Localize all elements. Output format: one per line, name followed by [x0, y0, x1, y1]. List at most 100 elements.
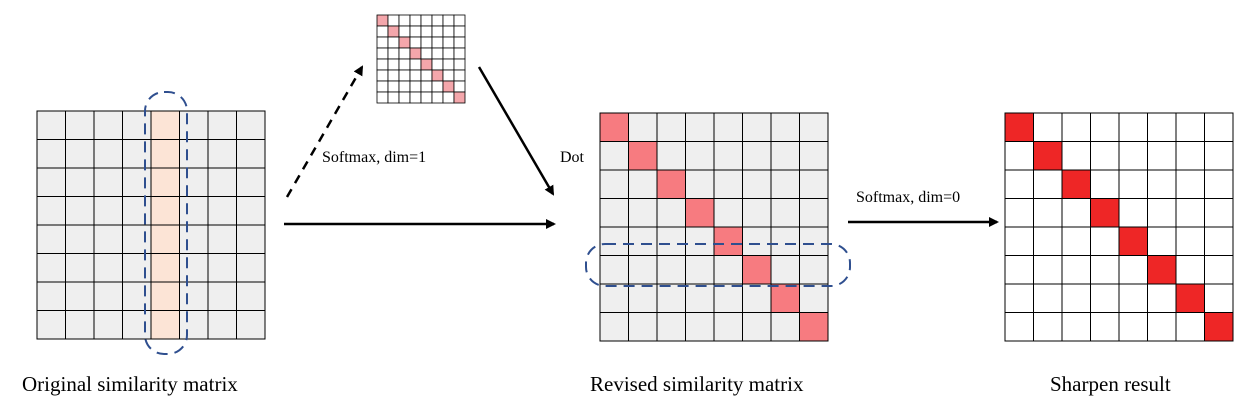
softmax-dim1-matrix-cell	[376, 47, 389, 60]
sharpen-matrix-cell	[1033, 169, 1063, 199]
original-matrix-cell	[207, 110, 237, 140]
sharpen-matrix-cell	[1147, 283, 1177, 313]
revised-matrix-cell	[770, 255, 800, 285]
revised-matrix-cell	[713, 312, 743, 342]
sharpen-matrix-cell	[1033, 283, 1063, 313]
sharpen-matrix-cell	[1004, 283, 1034, 313]
sharpen-matrix-cell	[1090, 312, 1120, 342]
original-matrix-cell	[122, 110, 152, 140]
revised-matrix-cell	[770, 141, 800, 171]
original-matrix-cell	[236, 196, 266, 226]
original-matrix-cell	[150, 310, 180, 340]
sharpen-matrix-cell	[1004, 141, 1034, 171]
revised-matrix-cell	[628, 283, 658, 313]
original-matrix-cell	[93, 310, 123, 340]
softmax-dim1-matrix-cell	[453, 25, 466, 38]
revised-matrix-cell	[599, 141, 629, 171]
revised-matrix-cell	[742, 283, 772, 313]
softmax-dim1-matrix-cell	[420, 14, 433, 27]
softmax-dim1-matrix-cell	[387, 47, 400, 60]
sharpen-matrix-cell	[1061, 255, 1091, 285]
revised-matrix-caption: Revised similarity matrix	[590, 372, 804, 396]
sharpen-matrix-cell	[1033, 226, 1063, 256]
sharpen-matrix-cell	[1090, 169, 1120, 199]
softmax-dim1-matrix-cell	[420, 58, 433, 71]
original-matrix-cell	[236, 281, 266, 311]
sharpen-matrix-cell	[1118, 226, 1148, 256]
original-matrix-cell	[65, 253, 95, 283]
sharpen-matrix-cell	[1090, 226, 1120, 256]
sharpen-matrix-cell	[1033, 141, 1063, 171]
original-matrix-cell	[207, 196, 237, 226]
sharpen-matrix-cell	[1147, 141, 1177, 171]
revised-matrix-cell	[685, 255, 715, 285]
revised-matrix-cell	[628, 169, 658, 199]
original-matrix-cell	[207, 281, 237, 311]
softmax-dim1-matrix-cell	[431, 25, 444, 38]
original-matrix-cell	[65, 224, 95, 254]
softmax-dim1-matrix-cell	[420, 80, 433, 93]
revised-matrix-cell	[742, 226, 772, 256]
original-matrix-cell	[150, 110, 180, 140]
original-matrix-cell	[179, 139, 209, 169]
revised-matrix-cell	[799, 255, 829, 285]
sharpen-matrix-cell	[1118, 312, 1148, 342]
sharpen-matrix-cell	[1204, 283, 1234, 313]
softmax-dim1-matrix-cell	[387, 69, 400, 82]
sharpen-matrix-cell	[1147, 198, 1177, 228]
revised-matrix-cell	[799, 226, 829, 256]
softmax-dim1-matrix-cell	[442, 91, 455, 104]
softmax-dim1-matrix-cell	[398, 58, 411, 71]
original-matrix-cell	[36, 253, 66, 283]
revised-matrix-cell	[685, 226, 715, 256]
dot-label: Dot	[560, 149, 584, 166]
revised-matrix-cell	[713, 226, 743, 256]
original-matrix-cell	[236, 139, 266, 169]
sharpen-matrix-cell	[1090, 283, 1120, 313]
softmax-dim1-matrix-cell	[387, 80, 400, 93]
original-matrix-cell	[65, 139, 95, 169]
original-matrix-cell	[207, 310, 237, 340]
original-matrix-cell	[150, 139, 180, 169]
sharpen-matrix-cell	[1175, 141, 1205, 171]
softmax-dim1-matrix	[376, 14, 466, 104]
original-matrix-cell	[236, 310, 266, 340]
sharpen-matrix-cell	[1147, 226, 1177, 256]
revised-matrix-cell	[656, 312, 686, 342]
softmax-dim1-matrix-cell	[453, 36, 466, 49]
sharpen-matrix-cell	[1204, 112, 1234, 142]
revised-matrix-cell	[656, 283, 686, 313]
softmax-dim1-matrix-cell	[453, 91, 466, 104]
original-matrix-cell	[122, 253, 152, 283]
sharpen-matrix-cell	[1147, 112, 1177, 142]
softmax-dim1-matrix-cell	[376, 36, 389, 49]
sharpen-matrix-cell	[1118, 169, 1148, 199]
softmax-dim1-matrix-cell	[431, 14, 444, 27]
revised-matrix-cell	[770, 283, 800, 313]
softmax-dim1-matrix-cell	[442, 69, 455, 82]
softmax-dim1-matrix-cell	[387, 91, 400, 104]
revised-matrix-cell	[599, 255, 629, 285]
original-matrix-cell	[150, 224, 180, 254]
softmax-dim1-matrix-cell	[387, 58, 400, 71]
sharpen-matrix-cell	[1118, 198, 1148, 228]
sharpen-matrix-cell	[1004, 198, 1034, 228]
column-selection-outline	[144, 91, 188, 355]
sharpen-matrix-cell	[1175, 283, 1205, 313]
sharpen-matrix-cell	[1175, 226, 1205, 256]
sharpen-matrix	[1004, 112, 1234, 342]
original-matrix-cell	[207, 139, 237, 169]
original-matrix-cell	[150, 167, 180, 197]
revised-matrix-cell	[799, 312, 829, 342]
revised-matrix-cell	[628, 112, 658, 142]
original-matrix-cell	[122, 139, 152, 169]
original-matrix-cell	[36, 167, 66, 197]
softmax-dim1-matrix-cell	[420, 47, 433, 60]
sharpen-matrix-cell	[1204, 169, 1234, 199]
softmax-dim1-matrix-cell	[431, 80, 444, 93]
softmax-dim1-matrix-cell	[420, 69, 433, 82]
softmax-dim1-matrix-cell	[409, 25, 422, 38]
softmax-dim1-matrix-cell	[409, 69, 422, 82]
original-matrix-cell	[179, 310, 209, 340]
softmax-dim1-matrix-cell	[420, 91, 433, 104]
